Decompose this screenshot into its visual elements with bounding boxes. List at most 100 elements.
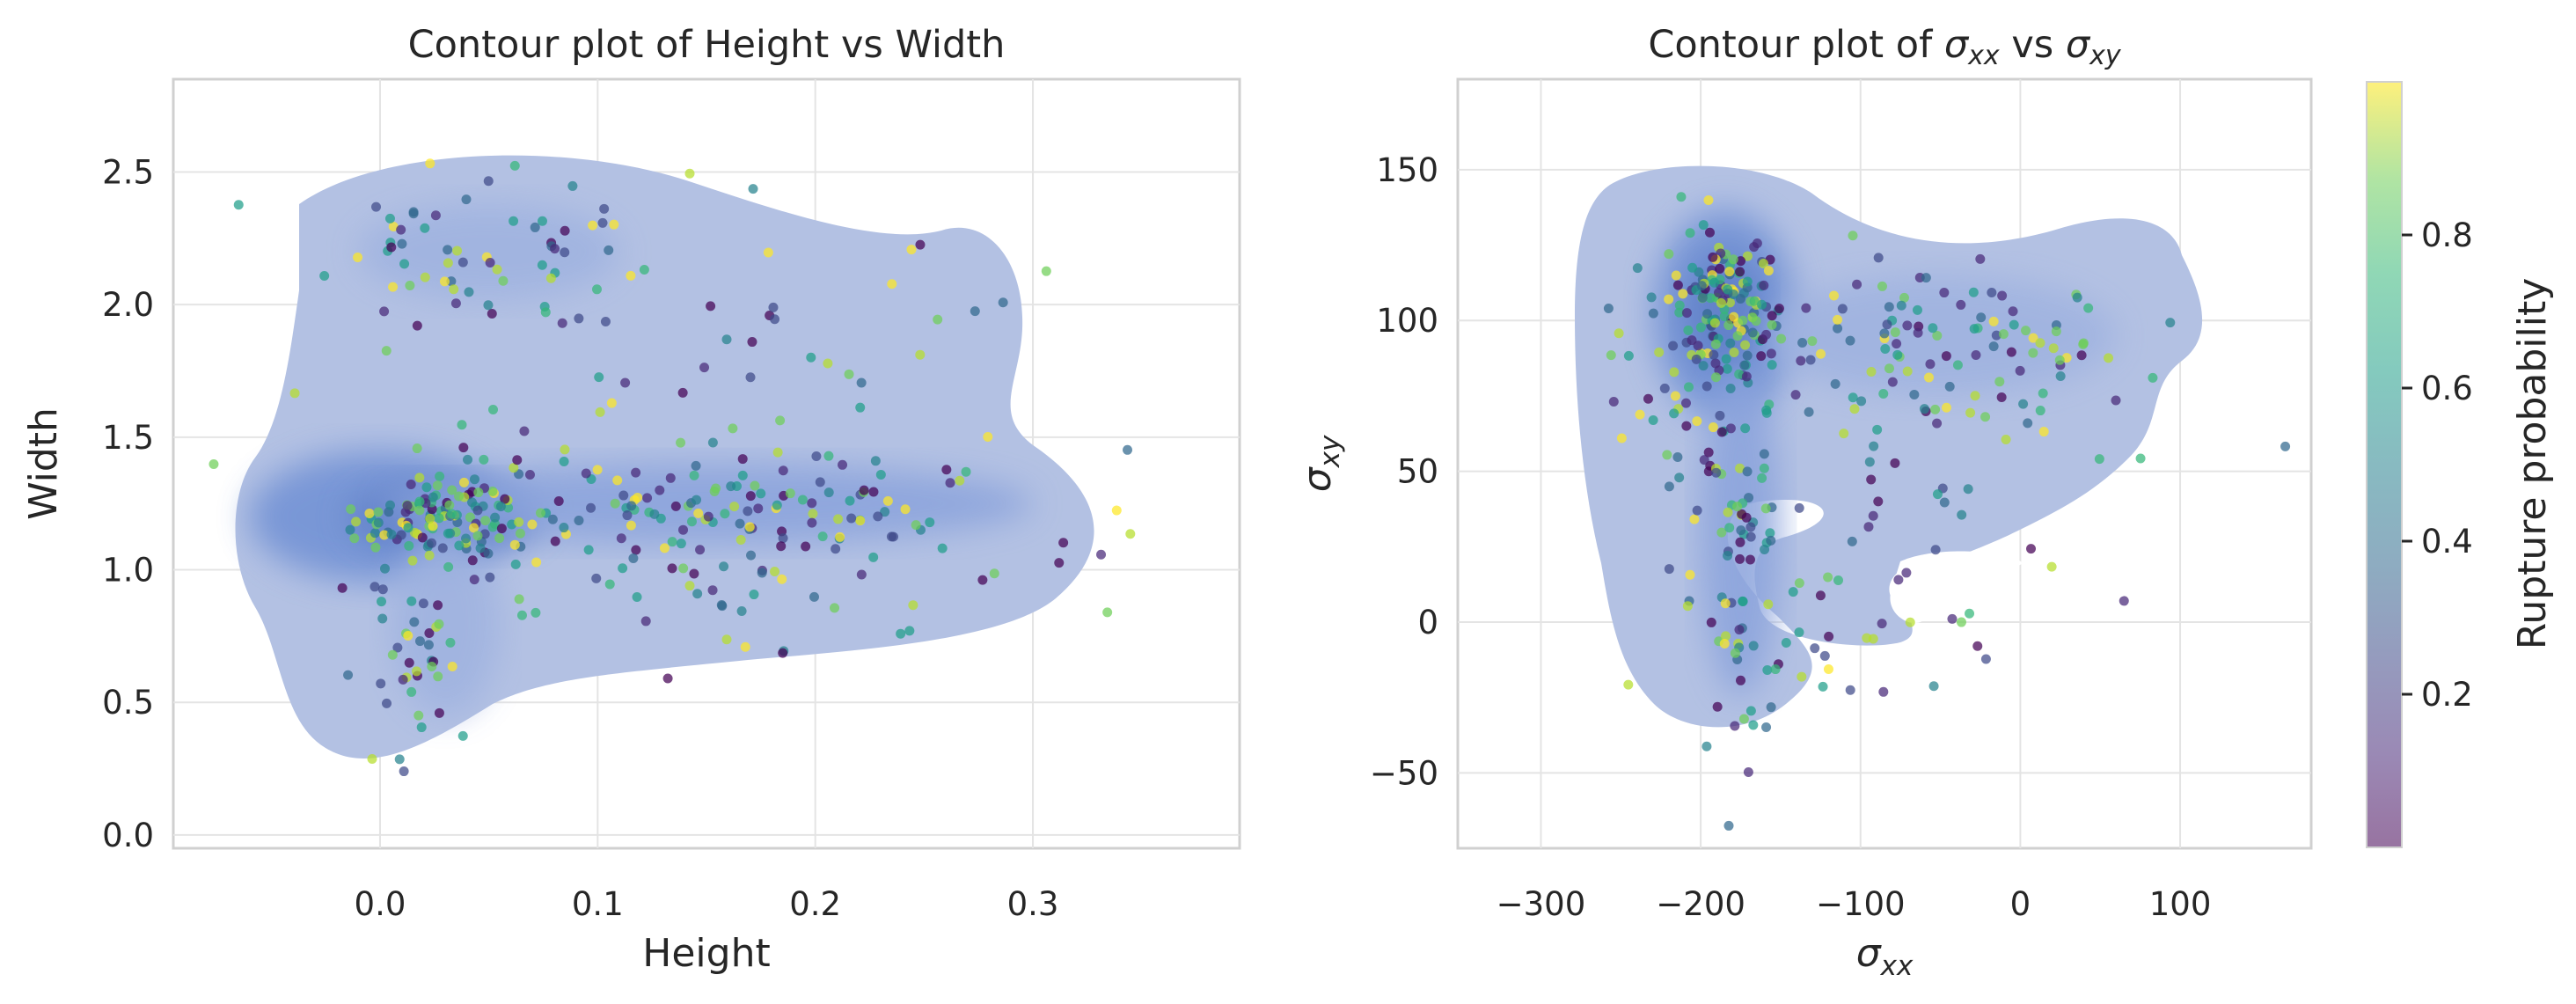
scatter-point bbox=[684, 168, 695, 179]
scatter-point bbox=[1767, 311, 1777, 321]
scatter-point bbox=[785, 488, 795, 499]
scatter-point bbox=[414, 505, 425, 516]
scatter-point bbox=[2015, 365, 2025, 376]
scatter-point bbox=[678, 563, 689, 574]
scatter-point bbox=[1125, 529, 1136, 539]
scatter-point bbox=[1794, 627, 1804, 638]
scatter-point bbox=[370, 528, 380, 539]
scatter-point bbox=[1723, 550, 1733, 561]
scatter-point bbox=[998, 297, 1008, 308]
scatter-point bbox=[1833, 575, 1843, 586]
scatter-point bbox=[1698, 220, 1709, 231]
scatter-point bbox=[1720, 598, 1731, 609]
scatter-point bbox=[1833, 314, 1843, 325]
scatter-point bbox=[403, 523, 413, 533]
scatter-point bbox=[2280, 441, 2291, 451]
scatter-point bbox=[1715, 410, 1725, 421]
scatter-point bbox=[420, 223, 430, 233]
scatter-point bbox=[382, 698, 392, 708]
density-contour-notch-right bbox=[1890, 551, 2023, 624]
scatter-point bbox=[770, 567, 780, 577]
scatter-point bbox=[737, 470, 748, 480]
scatter-point bbox=[574, 516, 584, 526]
scatter-point bbox=[373, 517, 384, 528]
scatter-point bbox=[547, 514, 558, 524]
scatter-point bbox=[416, 722, 427, 733]
scatter-point bbox=[622, 510, 633, 521]
scatter-point bbox=[537, 260, 547, 270]
title-sym-2: σ bbox=[2066, 23, 2091, 67]
scatter-point bbox=[1893, 575, 1904, 585]
scatter-point bbox=[1790, 390, 1801, 400]
x-tick-label: 100 bbox=[2149, 885, 2212, 923]
scatter-point bbox=[703, 511, 714, 522]
scatter-point bbox=[662, 673, 673, 684]
scatter-point bbox=[750, 480, 760, 491]
scatter-point bbox=[2078, 339, 2089, 349]
scatter-point bbox=[1896, 300, 1906, 311]
scatter-point bbox=[485, 572, 495, 583]
scatter-point bbox=[1654, 347, 1665, 357]
scatter-point bbox=[2135, 453, 2146, 464]
scatter-point bbox=[620, 377, 631, 388]
scatter-point bbox=[559, 457, 569, 467]
panel-sxx-vs-sxy: −300 −200 −100 0 100 −50 0 50 100 150 Contour pl… bbox=[1295, 23, 2313, 982]
scatter-point bbox=[610, 498, 620, 509]
scatter-point bbox=[319, 270, 330, 281]
scatter-point bbox=[1873, 253, 1884, 263]
scatter-point bbox=[379, 306, 390, 317]
scatter-point bbox=[1683, 325, 1694, 335]
scatter-point bbox=[1614, 328, 1624, 339]
scatter-point bbox=[343, 670, 354, 680]
scatter-point bbox=[351, 517, 362, 527]
density-blob bbox=[391, 530, 501, 716]
y-tick-label: 2.5 bbox=[102, 153, 154, 191]
scatter-point bbox=[1797, 338, 1808, 348]
scatter-point bbox=[2026, 544, 2037, 554]
scatter-point bbox=[1681, 308, 1692, 319]
scatter-point bbox=[1111, 505, 1122, 516]
scatter-point bbox=[1759, 280, 1769, 290]
scatter-point bbox=[503, 502, 514, 513]
scatter-point bbox=[420, 272, 430, 282]
scatter-point bbox=[925, 517, 935, 528]
scatter-point bbox=[1902, 366, 1913, 377]
scatter-point bbox=[1735, 293, 1745, 304]
scatter-point bbox=[1872, 424, 1883, 435]
scatter-point bbox=[1878, 388, 1889, 399]
scatter-point bbox=[830, 603, 840, 613]
scatter-point bbox=[1702, 309, 1713, 319]
scatter-point bbox=[398, 674, 408, 685]
scatter-point bbox=[844, 369, 854, 379]
x-tick-label: −300 bbox=[1497, 885, 1586, 923]
scatter-point bbox=[380, 563, 391, 574]
scatter-point bbox=[1662, 450, 1672, 460]
scatter-point bbox=[801, 541, 811, 552]
scatter-point bbox=[1723, 320, 1734, 331]
scatter-point bbox=[430, 210, 441, 221]
scatter-point bbox=[1728, 254, 1738, 265]
scatter-point bbox=[1892, 339, 1902, 349]
scatter-point bbox=[428, 492, 438, 502]
scatter-point bbox=[373, 507, 384, 517]
scatter-point bbox=[2054, 355, 2065, 365]
scatter-point bbox=[753, 503, 764, 514]
scatter-point bbox=[2028, 348, 2038, 358]
scatter-point bbox=[642, 493, 653, 503]
scatter-point bbox=[454, 540, 465, 551]
scatter-point bbox=[1987, 288, 1997, 298]
scatter-point bbox=[1671, 270, 1681, 281]
scatter-point bbox=[2018, 399, 2029, 409]
scatter-point bbox=[403, 631, 413, 641]
scatter-point bbox=[364, 508, 375, 518]
scatter-point bbox=[1664, 564, 1674, 575]
scatter-point bbox=[2035, 338, 2045, 348]
scatter-point bbox=[1674, 300, 1685, 311]
scatter-point bbox=[618, 490, 629, 501]
scatter-point bbox=[479, 454, 489, 465]
colorbar-tick-label: 0.6 bbox=[2421, 370, 2473, 407]
scatter-point bbox=[868, 552, 879, 562]
scatter-point bbox=[1796, 355, 1806, 366]
scatter-point bbox=[1760, 544, 1770, 554]
